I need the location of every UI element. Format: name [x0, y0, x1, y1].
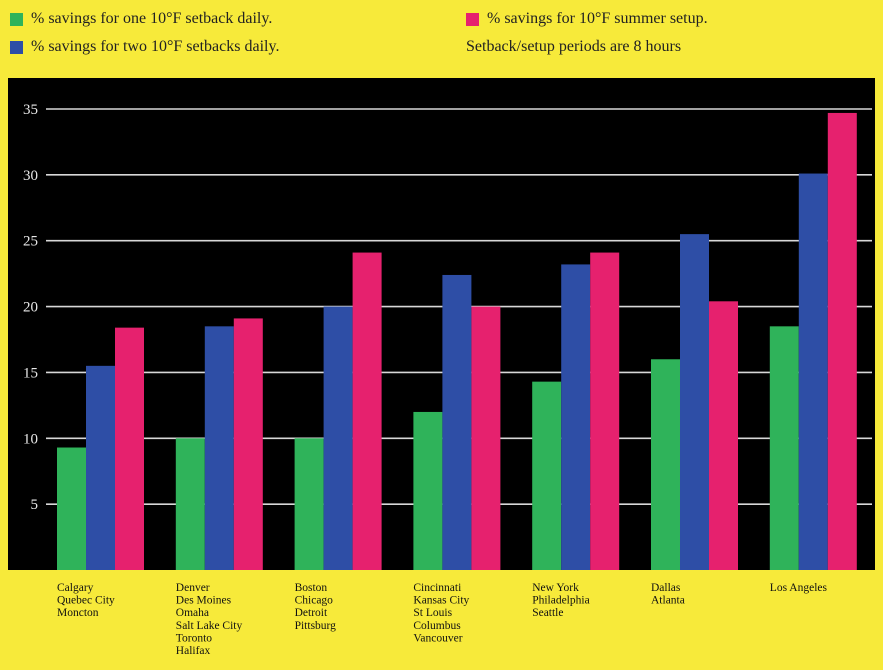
x-tick-label: Calgary Quebec City Moncton [57, 582, 115, 619]
bar [175, 438, 205, 570]
x-tick-label-line: Atlanta [651, 595, 685, 607]
x-tick-label-line: Halifax [176, 645, 211, 657]
bar [442, 274, 472, 570]
x-tick-label-line: Detroit [295, 607, 328, 619]
x-tick-label: Los Angeles [770, 582, 828, 594]
y-tick-label: 20 [23, 300, 38, 316]
bar [352, 252, 382, 570]
legend-item-one-setback: % savings for one 10°F setback daily. [10, 10, 272, 28]
y-tick-label: 35 [23, 102, 38, 118]
x-tick-label-line: Quebec City [57, 595, 115, 607]
bar [413, 411, 443, 570]
x-tick-label-line: Toronto [176, 632, 212, 644]
legend-note: Setback/setup periods are 8 hours [466, 38, 682, 55]
legend-swatch-blue [10, 40, 23, 54]
x-tick-label-line: Salt Lake City [176, 620, 243, 632]
bar [798, 173, 828, 571]
y-tick-label: 15 [23, 365, 38, 381]
bar [709, 301, 738, 570]
y-tick-label: 10 [23, 431, 38, 447]
bar [57, 447, 86, 570]
x-tick-label-line: Columbus [413, 620, 461, 632]
bar [115, 327, 144, 570]
legend-label: % savings for 10°F summer setup. [487, 10, 708, 27]
x-tick-label-line: New York [532, 582, 579, 594]
bar [561, 264, 591, 570]
bar [294, 438, 324, 570]
bar [323, 306, 353, 570]
bar [532, 381, 562, 570]
x-tick-label-line: Denver [176, 582, 210, 594]
x-tick-label-line: Seattle [532, 607, 563, 619]
legend-label: % savings for one 10°F setback daily. [31, 10, 273, 27]
x-tick-label-line: Philadelphia [532, 595, 590, 607]
x-tick-label-line: Omaha [176, 607, 209, 619]
x-tick-label-line: Vancouver [413, 632, 462, 644]
x-tick-label: Dallas Atlanta [651, 582, 685, 607]
y-tick-label: 30 [23, 168, 38, 184]
legend-item-summer-setup: % savings for 10°F summer setup. [466, 10, 708, 28]
bar [827, 112, 857, 571]
legend-item-two-setbacks: % savings for two 10°F setbacks daily. [10, 38, 279, 56]
bar [233, 318, 263, 570]
legend-swatch-green [10, 12, 23, 26]
bar [680, 234, 709, 570]
bar [590, 252, 620, 570]
x-tick-label: Boston Chicago Detroit Pittsburg [295, 582, 337, 632]
x-tick-label-line: Pittsburg [295, 620, 337, 632]
bar [471, 306, 501, 570]
y-tick-label: 5 [31, 497, 39, 513]
y-tick-label: 25 [23, 234, 38, 250]
bar [204, 326, 234, 570]
bar [86, 365, 115, 570]
x-tick-label: Cincinnati Kansas City St Louis Columbus Van… [413, 582, 469, 644]
x-tick-label-line: Chicago [295, 595, 334, 607]
x-tick-label-line: Los Angeles [770, 582, 828, 594]
x-tick-label: New York Philadelphia Seattle [532, 582, 590, 619]
x-tick-label-line: Moncton [57, 607, 99, 619]
x-tick-label-line: St Louis [413, 607, 452, 619]
legend-label: % savings for two 10°F setbacks daily. [31, 38, 280, 55]
x-tick-label: Denver Des Moines Omaha Salt Lake City Toron… [176, 582, 243, 657]
x-tick-label-line: Kansas City [413, 595, 469, 607]
bar [769, 326, 799, 570]
x-tick-label-line: Dallas [651, 582, 681, 594]
x-tick-label-line: Calgary [57, 582, 94, 594]
x-tick-label-line: Boston [295, 582, 328, 594]
bar [651, 359, 680, 570]
x-tick-label-line: Des Moines [176, 595, 232, 607]
legend: % savings for one 10°F setback daily. % … [0, 0, 883, 70]
legend-swatch-pink [466, 12, 479, 26]
x-tick-label-line: Cincinnati [413, 582, 461, 594]
